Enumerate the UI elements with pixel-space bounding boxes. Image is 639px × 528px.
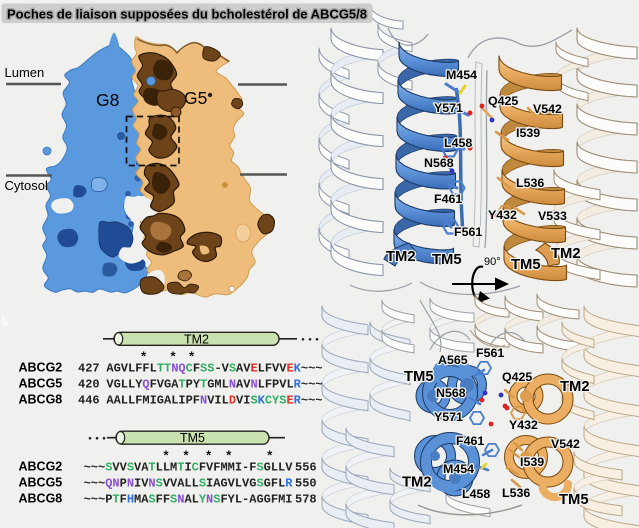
svg-text:G8: G8: [96, 90, 119, 110]
svg-text:ABCG5: ABCG5: [19, 377, 63, 391]
svg-text:TM5: TM5: [511, 257, 541, 273]
svg-text:I539: I539: [516, 126, 540, 140]
svg-text:420: 420: [78, 378, 100, 392]
svg-text:AALLFMIGALIPFNVILDVISKCYSER~~~: AALLFMIGALIPFNVILDVISKCYSER~~~: [106, 394, 322, 408]
svg-text:VGLLYQFVGATPYTGMLNAVNLFPVLR~~~: VGLLYQFVGATPYTGMLNAVNLFPVLR~~~: [106, 378, 322, 392]
svg-text:*: *: [205, 449, 213, 464]
svg-text:F461: F461: [456, 434, 484, 448]
svg-text:Cytosol: Cytosol: [5, 178, 48, 193]
svg-text:*: *: [182, 449, 190, 464]
svg-text:Lumen: Lumen: [5, 65, 45, 80]
svg-text:~~~PTFHMASFFSNALYNSFYL-AGGFMI: ~~~PTFHMASFFSNALYNSFYL-AGGFMI: [84, 493, 293, 507]
svg-text:90°: 90°: [484, 256, 501, 268]
svg-text:G5: G5: [184, 88, 207, 108]
svg-text:L536: L536: [502, 486, 530, 500]
svg-text:ABCG8: ABCG8: [19, 492, 63, 506]
svg-text:ABCG5: ABCG5: [19, 476, 63, 490]
svg-text:ABCG2: ABCG2: [19, 361, 63, 375]
svg-text:TM5: TM5: [180, 431, 205, 445]
svg-text:*: *: [188, 350, 196, 365]
svg-text:TM2: TM2: [551, 246, 581, 262]
svg-text:TM5: TM5: [432, 252, 462, 268]
svg-text:V533: V533: [538, 209, 567, 223]
svg-text:427: 427: [78, 362, 100, 376]
svg-text:M454: M454: [446, 68, 477, 82]
svg-text:Poches de liaison supposées du: Poches de liaison supposées du bcholesté…: [7, 6, 367, 21]
svg-text:F561: F561: [476, 346, 504, 360]
svg-text:TM5: TM5: [559, 492, 589, 508]
svg-text:I539: I539: [520, 455, 544, 469]
svg-text:Q425: Q425: [502, 370, 532, 384]
svg-text:578: 578: [295, 493, 317, 507]
svg-text:Y432: Y432: [488, 208, 517, 222]
svg-text:AGVLFFLTTNQCFSS-VSAVELFVVEK~~~: AGVLFFLTTNQCFSS-VSAVELFVVEK~~~: [106, 362, 322, 376]
svg-text:TM2: TM2: [560, 379, 590, 395]
svg-text:*: *: [162, 449, 170, 464]
svg-text:F461: F461: [434, 192, 462, 206]
svg-text:L536: L536: [516, 176, 544, 190]
svg-text:M454: M454: [443, 462, 474, 476]
svg-text:L458: L458: [462, 487, 490, 501]
svg-text:TM2: TM2: [402, 475, 432, 491]
svg-text:*: *: [266, 449, 274, 464]
svg-text:~~~SVVSVATLLMTICFVFMMI-FSGLLV: ~~~SVVSVATLLMTICFVFMMI-FSGLLV: [84, 461, 294, 475]
svg-text:~~~QNPNIVNSVVALLSIAGVLVGSGFLR: ~~~QNPNIVNSVVALLSIAGVLVGSGFLR: [84, 477, 294, 491]
svg-text:N568: N568: [436, 386, 466, 400]
svg-text:550: 550: [295, 477, 317, 491]
svg-text:TM2: TM2: [184, 332, 209, 346]
svg-text:N568: N568: [424, 156, 454, 170]
svg-text:ABCG8: ABCG8: [19, 393, 63, 407]
svg-text:ABCG2: ABCG2: [19, 460, 63, 474]
svg-text:*: *: [225, 449, 233, 464]
svg-text:556: 556: [295, 461, 317, 475]
svg-text:*: *: [140, 350, 148, 365]
svg-text:Y571: Y571: [434, 101, 463, 115]
svg-text:TM5: TM5: [404, 369, 434, 385]
svg-text:V542: V542: [551, 437, 580, 451]
svg-text:L458: L458: [444, 136, 472, 150]
svg-text:*: *: [169, 350, 177, 365]
svg-text:A565: A565: [438, 353, 468, 367]
svg-text:TM2: TM2: [386, 249, 416, 265]
svg-text:V542: V542: [533, 102, 562, 116]
svg-text:Y432: Y432: [509, 418, 538, 432]
svg-text:Q425: Q425: [488, 94, 518, 108]
svg-text:446: 446: [78, 394, 100, 408]
svg-text:Y571: Y571: [434, 410, 463, 424]
svg-text:F561: F561: [454, 225, 482, 239]
